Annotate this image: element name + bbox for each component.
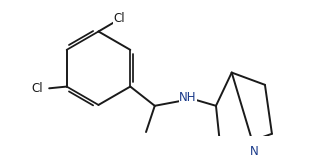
Text: Cl: Cl	[31, 82, 43, 95]
Text: NH: NH	[179, 91, 197, 104]
Text: Cl: Cl	[114, 12, 125, 25]
Text: N: N	[250, 145, 259, 156]
